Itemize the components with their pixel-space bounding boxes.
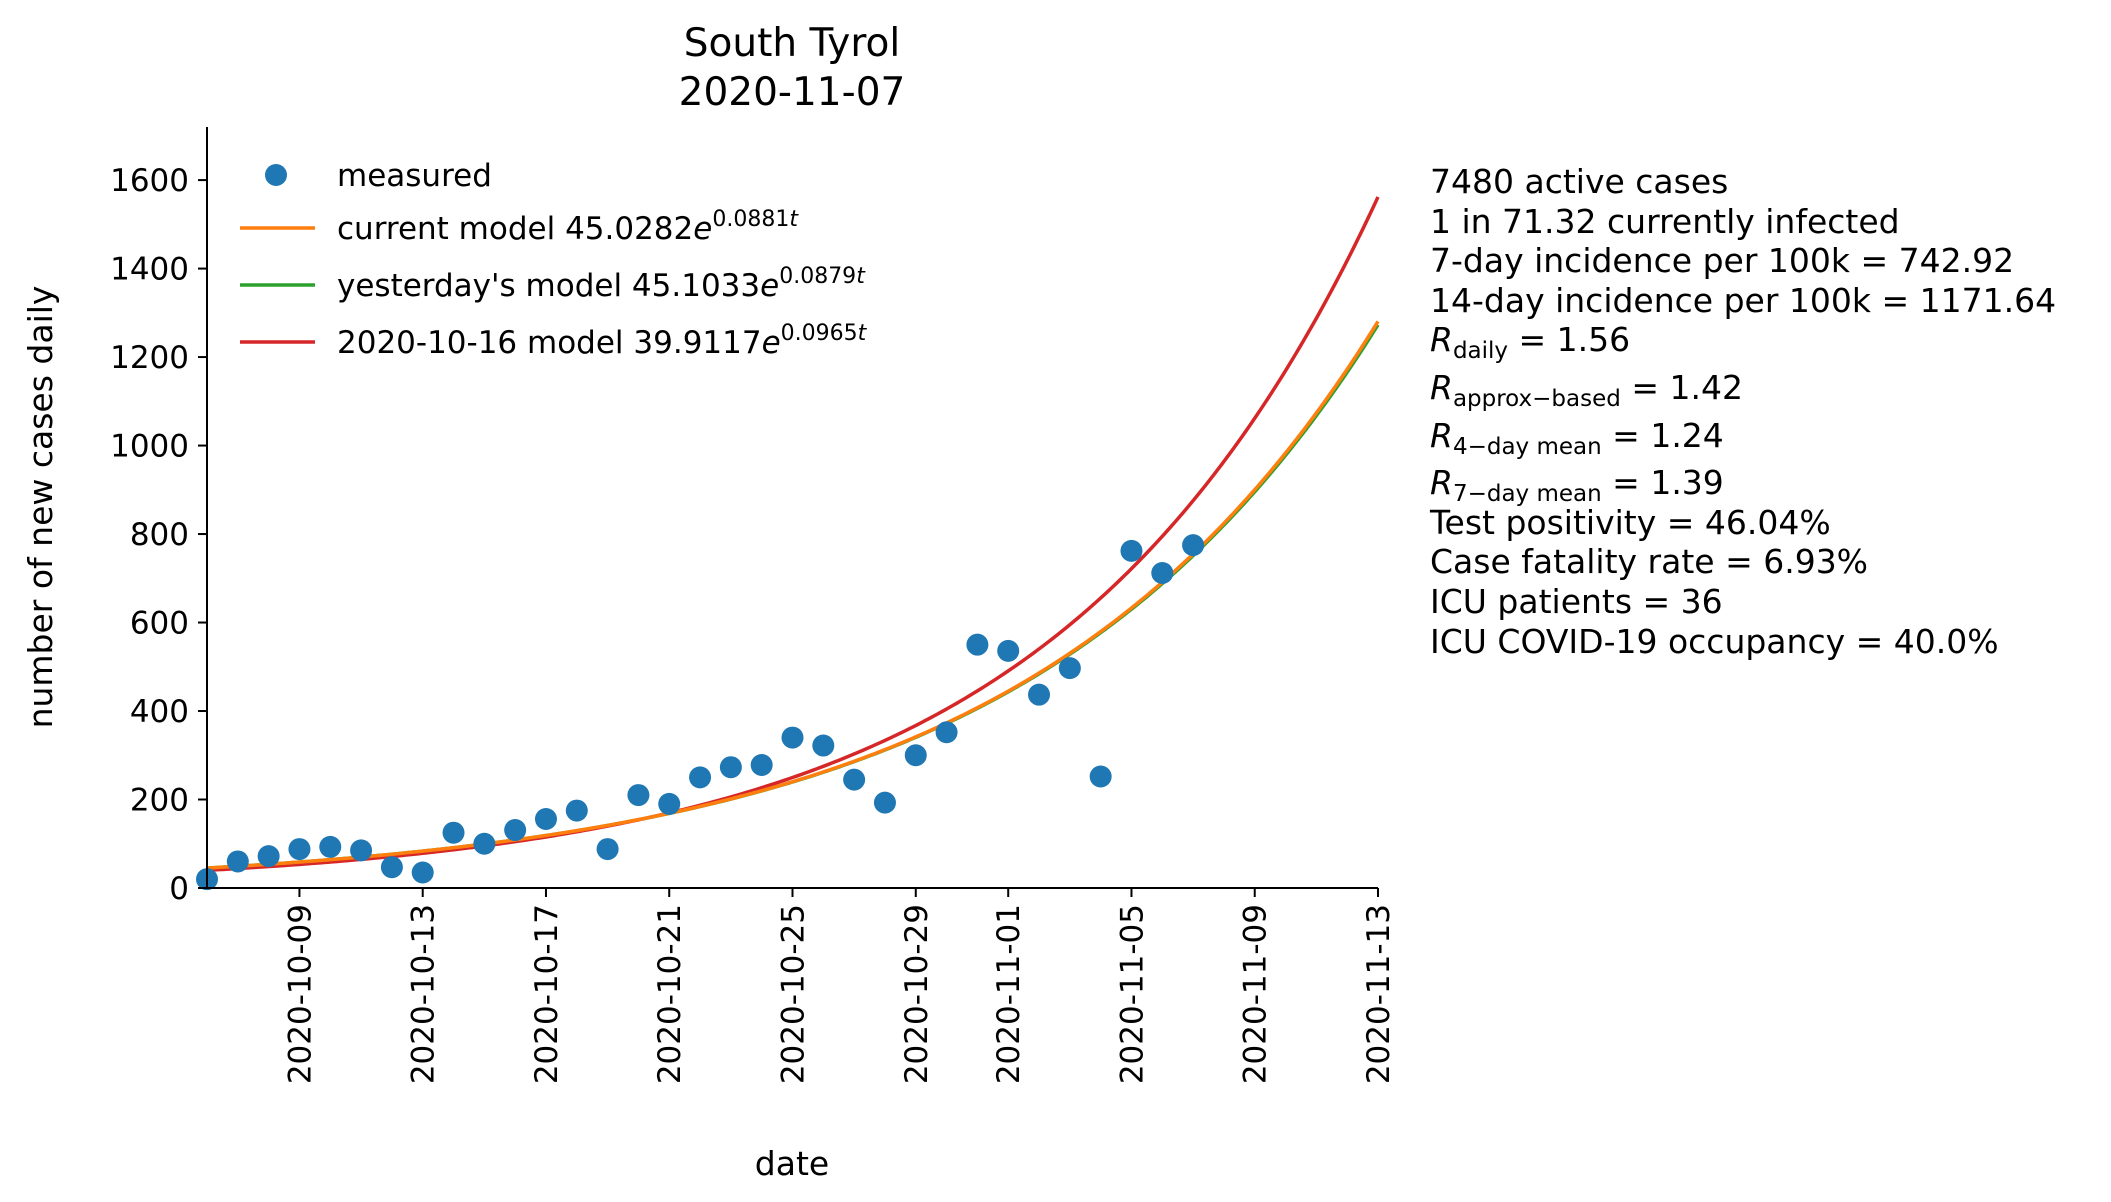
x-tick-label: 2020-10-09	[282, 904, 318, 1084]
y-tick-label: 1000	[110, 429, 189, 465]
y-tick-label: 1400	[110, 252, 189, 288]
r-value: = 1.56	[1508, 320, 1631, 360]
stat-active-cases: 7480 active cases	[1430, 162, 1729, 201]
chart-title: South Tyrol	[684, 21, 900, 66]
measured-point	[380, 856, 403, 879]
measured-point	[658, 792, 681, 815]
legend-label: yesterday's model 45.1033e0.0879t	[337, 264, 866, 304]
measured-point	[997, 639, 1020, 662]
measured-point	[504, 819, 527, 842]
measured-point	[596, 838, 619, 861]
measured-point	[565, 799, 588, 822]
r-value: = 1.39	[1601, 463, 1724, 503]
measured-point	[689, 766, 712, 789]
legend-marker	[265, 164, 287, 186]
stat-case-fatality: Case fatality rate = 6.93%	[1430, 542, 1869, 582]
stat-14day-incidence: 14-day incidence per 100k = 1171.64	[1430, 280, 2057, 320]
y-tick-label: 1600	[110, 163, 189, 199]
r-symbol: R	[1430, 415, 1453, 455]
r-subscript: 7−day mean	[1452, 481, 1602, 508]
model-curve	[206, 323, 1380, 870]
measured-point	[750, 754, 773, 777]
measured-point	[627, 784, 650, 807]
r-value: = 1.42	[1620, 367, 1743, 407]
stat-infected-ratio: 1 in 71.32 currently infected	[1430, 201, 1900, 241]
measured-point	[719, 756, 742, 779]
legend-label: current model 45.0282e0.0881t	[337, 207, 799, 247]
measured-point	[442, 821, 465, 844]
x-tick-label: 2020-10-17	[529, 904, 565, 1084]
measured-point	[319, 835, 342, 858]
measured-point	[1151, 561, 1174, 584]
x-tick-label: 2020-10-25	[776, 904, 812, 1084]
r-subscript: daily	[1452, 338, 1509, 365]
y-tick-label: 1200	[110, 340, 189, 376]
legend: measured current model 45.0282e0.0881t yes…	[240, 158, 868, 361]
y-tick-label: 600	[130, 606, 189, 642]
r-symbol: R	[1430, 463, 1453, 503]
x-tick-label: 2020-10-29	[899, 904, 935, 1084]
stat-r-7day: R7−day mean = 1.39	[1430, 463, 2056, 506]
y-axis-ticks: 0 200 400 600 800 1000 1200 1400 1600	[110, 163, 207, 907]
r-symbol: R	[1430, 320, 1453, 360]
stat-r-approx: Rapprox−based = 1.42	[1430, 367, 2056, 411]
y-tick-label: 200	[130, 783, 189, 819]
measured-point	[257, 845, 280, 868]
x-tick-label: 2020-10-13	[406, 904, 442, 1084]
model-curve	[206, 320, 1380, 870]
stat-r-daily: Rdaily = 1.56	[1430, 320, 2056, 363]
measured-point	[1058, 657, 1081, 680]
measured-point	[473, 832, 496, 855]
x-tick-label: 2020-11-05	[1114, 904, 1150, 1084]
stats-panel: 7480 active cases 1 in 71.32 currently i…	[1430, 162, 2056, 661]
measured-point	[411, 861, 434, 884]
measured-point	[966, 633, 989, 656]
legend-label: measured	[337, 158, 492, 194]
measured-point	[350, 839, 373, 862]
x-tick-label: 2020-11-13	[1361, 904, 1397, 1084]
y-tick-label: 400	[130, 694, 189, 730]
r-symbol: R	[1430, 367, 1453, 407]
y-axis-label: number of new cases daily	[21, 286, 60, 729]
measured-point	[843, 768, 866, 791]
measured-point	[1182, 534, 1205, 557]
measured-point	[1089, 765, 1112, 788]
stat-icu-patients: ICU patients = 36	[1430, 581, 1723, 621]
measured-point	[1120, 539, 1143, 562]
model-curve	[206, 196, 1380, 873]
stat-r-4day: R4−day mean = 1.24	[1430, 415, 2056, 459]
measured-point	[812, 734, 835, 757]
x-tick-label: 2020-10-21	[652, 904, 688, 1084]
legend-label: 2020-10-16 model 39.9117e0.0965t	[337, 321, 868, 361]
x-axis-ticks: 2020-10-09 2020-10-13 2020-10-17 2020-10-21…	[282, 888, 1397, 1084]
stat-test-positivity: Test positivity = 46.04%	[1430, 502, 1831, 542]
r-subscript: approx−based	[1452, 385, 1621, 412]
x-tick-label: 2020-11-01	[991, 904, 1027, 1084]
stat-icu-occupancy: ICU COVID-19 occupancy = 40.0%	[1430, 621, 1999, 661]
measured-point	[534, 807, 557, 830]
stat-7day-incidence: 7-day incidence per 100k = 742.92	[1430, 241, 2015, 281]
measured-point	[904, 744, 927, 767]
x-axis-label: date	[755, 1144, 829, 1183]
chart-subtitle: 2020-11-07	[679, 70, 906, 115]
y-tick-label: 800	[130, 517, 189, 553]
measured-point	[1028, 683, 1051, 706]
measured-point	[873, 791, 896, 814]
measured-point	[288, 838, 311, 861]
measured-point	[935, 721, 958, 744]
plot-area	[196, 196, 1380, 891]
x-tick-label: 2020-11-09	[1238, 904, 1274, 1084]
y-tick-label: 0	[169, 871, 189, 907]
r-subscript: 4−day mean	[1452, 433, 1602, 460]
measured-point	[226, 850, 249, 873]
measured-point	[781, 726, 804, 749]
r-value: = 1.24	[1601, 415, 1724, 455]
